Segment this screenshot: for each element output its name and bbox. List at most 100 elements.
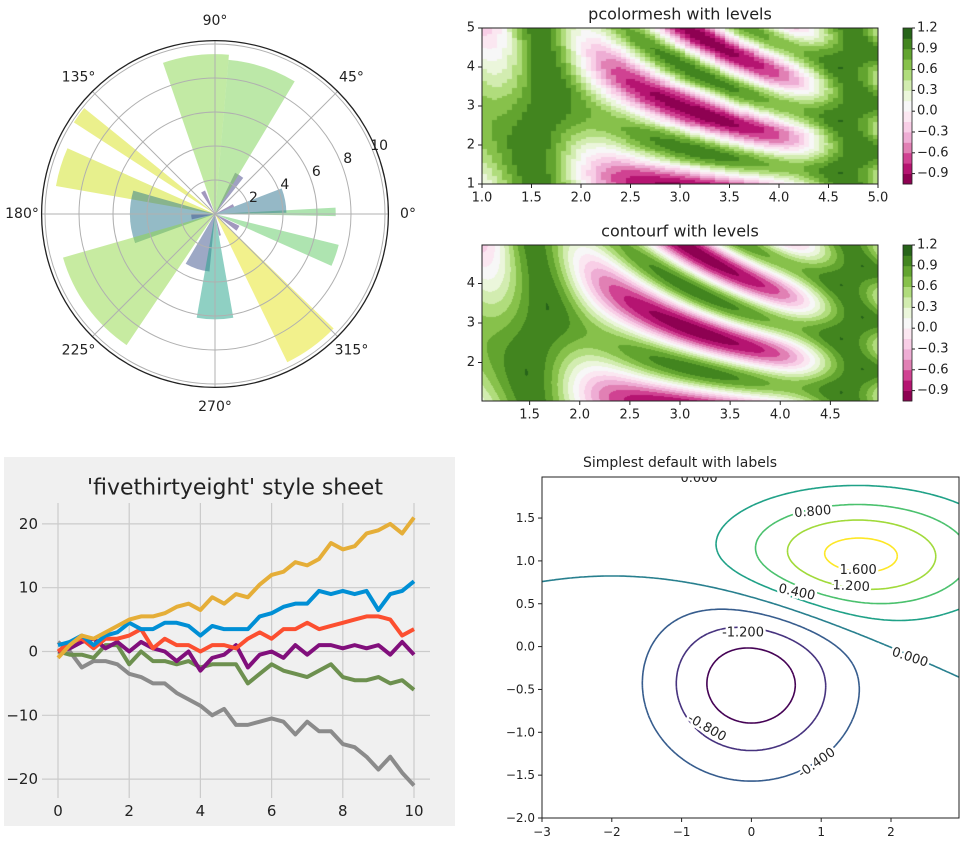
y-tick-label: −10 xyxy=(6,706,38,724)
polar-grid-spoke xyxy=(92,91,216,215)
contour-label: 0.000 xyxy=(680,471,717,486)
colorbar-tick-label: 0.9 xyxy=(917,258,938,273)
y-tick-label: 2 xyxy=(467,138,475,153)
x-tick-label: 4.5 xyxy=(818,191,839,206)
colorbar-tick-label: 0.0 xyxy=(917,321,938,336)
y-tick-label: 1.0 xyxy=(516,554,535,568)
y-tick-label: −2.0 xyxy=(506,811,535,825)
polar-bar xyxy=(215,214,221,236)
x-tick-label: 2 xyxy=(124,802,134,820)
y-tick-label: 1.5 xyxy=(516,511,535,525)
line-series-blue xyxy=(57,579,416,648)
polar-bar xyxy=(215,214,334,363)
polar-radius-label: 10 xyxy=(370,138,388,154)
x-tick-label: 1.5 xyxy=(521,191,542,206)
y-tick-label: 0 xyxy=(28,643,38,661)
x-tick-label: −1 xyxy=(673,825,691,839)
colorbar-segment xyxy=(903,173,912,185)
y-tick-label: −1.5 xyxy=(506,768,535,782)
colorbar-segment xyxy=(903,80,912,91)
contour-label: 0.000 xyxy=(890,645,930,671)
polar-radius-label: 8 xyxy=(343,151,352,167)
y-tick-label: 4 xyxy=(467,60,475,75)
colorbar-tick-label: 1.2 xyxy=(917,238,938,253)
contour-label: -0.800 xyxy=(685,711,729,745)
polar-bar xyxy=(55,148,215,214)
polar-bar xyxy=(162,54,229,214)
x-tick-label: 6 xyxy=(267,802,277,820)
fivethirtyeight-chart: 'fivethirtyeight' style sheet 0 2 4 6 8 10 20 10… xyxy=(4,457,455,826)
y-tick-label: −20 xyxy=(6,770,38,788)
colorbar-segment xyxy=(903,359,912,371)
x-tick-label: 2.5 xyxy=(620,408,641,423)
colorbar-tick-label: −0.9 xyxy=(917,166,949,181)
y-tick-label: 10 xyxy=(19,579,38,597)
x-tick-label: 3.5 xyxy=(720,408,741,423)
polar-angle-label: 270° xyxy=(198,399,232,415)
contour-level-2 xyxy=(641,608,861,782)
contour-label: 1.600 xyxy=(840,563,877,578)
y-tick-label: 3 xyxy=(467,316,475,331)
x-tick-label: 3.0 xyxy=(670,191,691,206)
line-series-purple xyxy=(57,636,416,673)
pcolormesh-image xyxy=(482,28,878,184)
x-tick-label: 1.0 xyxy=(472,191,493,206)
contour-label: 0.800 xyxy=(794,503,832,521)
colorbar-segment xyxy=(903,297,912,308)
colorbar: 1.2 0.9 0.6 0.3 0.0 −0.3 −0.6 −0.9 xyxy=(902,21,949,185)
colorbar-tick-label: 0.6 xyxy=(917,62,938,77)
y-tick-label: 0.0 xyxy=(516,640,535,654)
colorbar-segment xyxy=(903,142,912,154)
polar-bar xyxy=(215,214,339,266)
x-tick-label: 1.5 xyxy=(519,408,540,423)
colorbar-segment xyxy=(903,90,912,102)
y-tick-label: −1.0 xyxy=(506,725,535,739)
x-tick-label: −3 xyxy=(533,825,551,839)
y-tick-label: 0.5 xyxy=(516,597,535,611)
polar-grid-spoke xyxy=(214,91,338,215)
x-tick-label: 10 xyxy=(404,802,423,820)
colorbar-segment xyxy=(903,121,912,133)
polar-bar xyxy=(215,188,287,214)
colorbar-tick-label: −0.9 xyxy=(917,383,949,398)
colorbar-frame xyxy=(902,244,913,402)
line-series-green xyxy=(57,643,416,692)
colorbar-tick-label: 0.3 xyxy=(917,300,938,315)
contour-level-1 xyxy=(675,626,827,752)
colorbar-segment xyxy=(903,100,912,112)
polar-angle-label: 0° xyxy=(400,206,416,222)
polar-bar xyxy=(215,172,244,214)
colorbar-segment xyxy=(903,390,912,402)
contour-label: -0.400 xyxy=(796,745,839,781)
x-tick-label: 2.5 xyxy=(620,191,641,206)
polar-bar xyxy=(201,190,215,214)
chart-title: 'fivethirtyeight' style sheet xyxy=(87,476,383,501)
contour-level-4 xyxy=(715,484,959,622)
contourf-image xyxy=(482,245,878,401)
pcolormesh-chart: pcolormesh with levels 1.0 1.5 2.0 2.5 3.0 3.5… xyxy=(467,5,949,206)
x-tick-label: −2 xyxy=(603,825,621,839)
chart-title: contourf with levels xyxy=(601,222,759,241)
polar-angle-label: 180° xyxy=(5,206,39,222)
contour-level-5 xyxy=(754,503,959,605)
line-series-gold xyxy=(56,516,416,660)
colorbar-tick-label: −0.3 xyxy=(917,125,949,140)
y-tick-label: 1 xyxy=(467,177,475,192)
contour-label: 0.400 xyxy=(777,581,817,603)
colorbar-segment xyxy=(903,276,912,287)
polar-bar xyxy=(215,59,295,215)
colorbar-segment xyxy=(903,380,912,391)
line-series-gray xyxy=(56,640,416,787)
y-tick-label: 5 xyxy=(467,21,475,36)
contour-level-6 xyxy=(786,519,937,591)
x-tick-label: 2.0 xyxy=(571,191,592,206)
colorbar-segment xyxy=(903,245,912,256)
axes-frame xyxy=(481,244,879,402)
polar-bar xyxy=(73,108,215,214)
colorbar-tick-label: 0.9 xyxy=(917,41,938,56)
colorbar-segment xyxy=(903,59,912,70)
colorbar-segment xyxy=(903,349,912,360)
colorbar-segment xyxy=(903,38,912,50)
